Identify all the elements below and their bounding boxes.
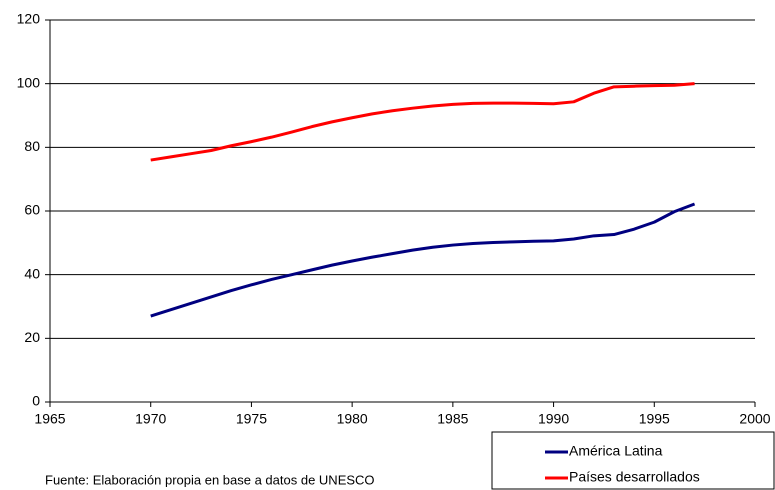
y-tick-label: 80 — [24, 138, 40, 154]
series-line — [150, 82, 695, 162]
x-tick-label: 1990 — [538, 411, 569, 427]
x-tick-label: 1980 — [337, 411, 368, 427]
y-tick-label: 20 — [24, 329, 40, 345]
y-tick-label: 40 — [24, 265, 40, 281]
legend-box — [491, 431, 775, 490]
legend-label: Países desarrollados — [569, 469, 700, 485]
x-tick-label: 1975 — [236, 411, 267, 427]
legend-label: América Latina — [569, 443, 663, 459]
source-note: Fuente: Elaboración propia en base a dat… — [45, 472, 375, 487]
y-tick-label: 0 — [32, 393, 40, 409]
x-tick-label: 1970 — [135, 411, 166, 427]
y-tick-label: 120 — [17, 11, 41, 27]
y-tick-label: 100 — [17, 74, 41, 90]
x-tick-label: 2000 — [739, 411, 770, 427]
y-tick-label: 60 — [24, 202, 40, 218]
x-tick-label: 1995 — [639, 411, 670, 427]
x-tick-label: 1985 — [437, 411, 468, 427]
series-line — [150, 202, 696, 318]
x-tick-label: 1965 — [34, 411, 65, 427]
